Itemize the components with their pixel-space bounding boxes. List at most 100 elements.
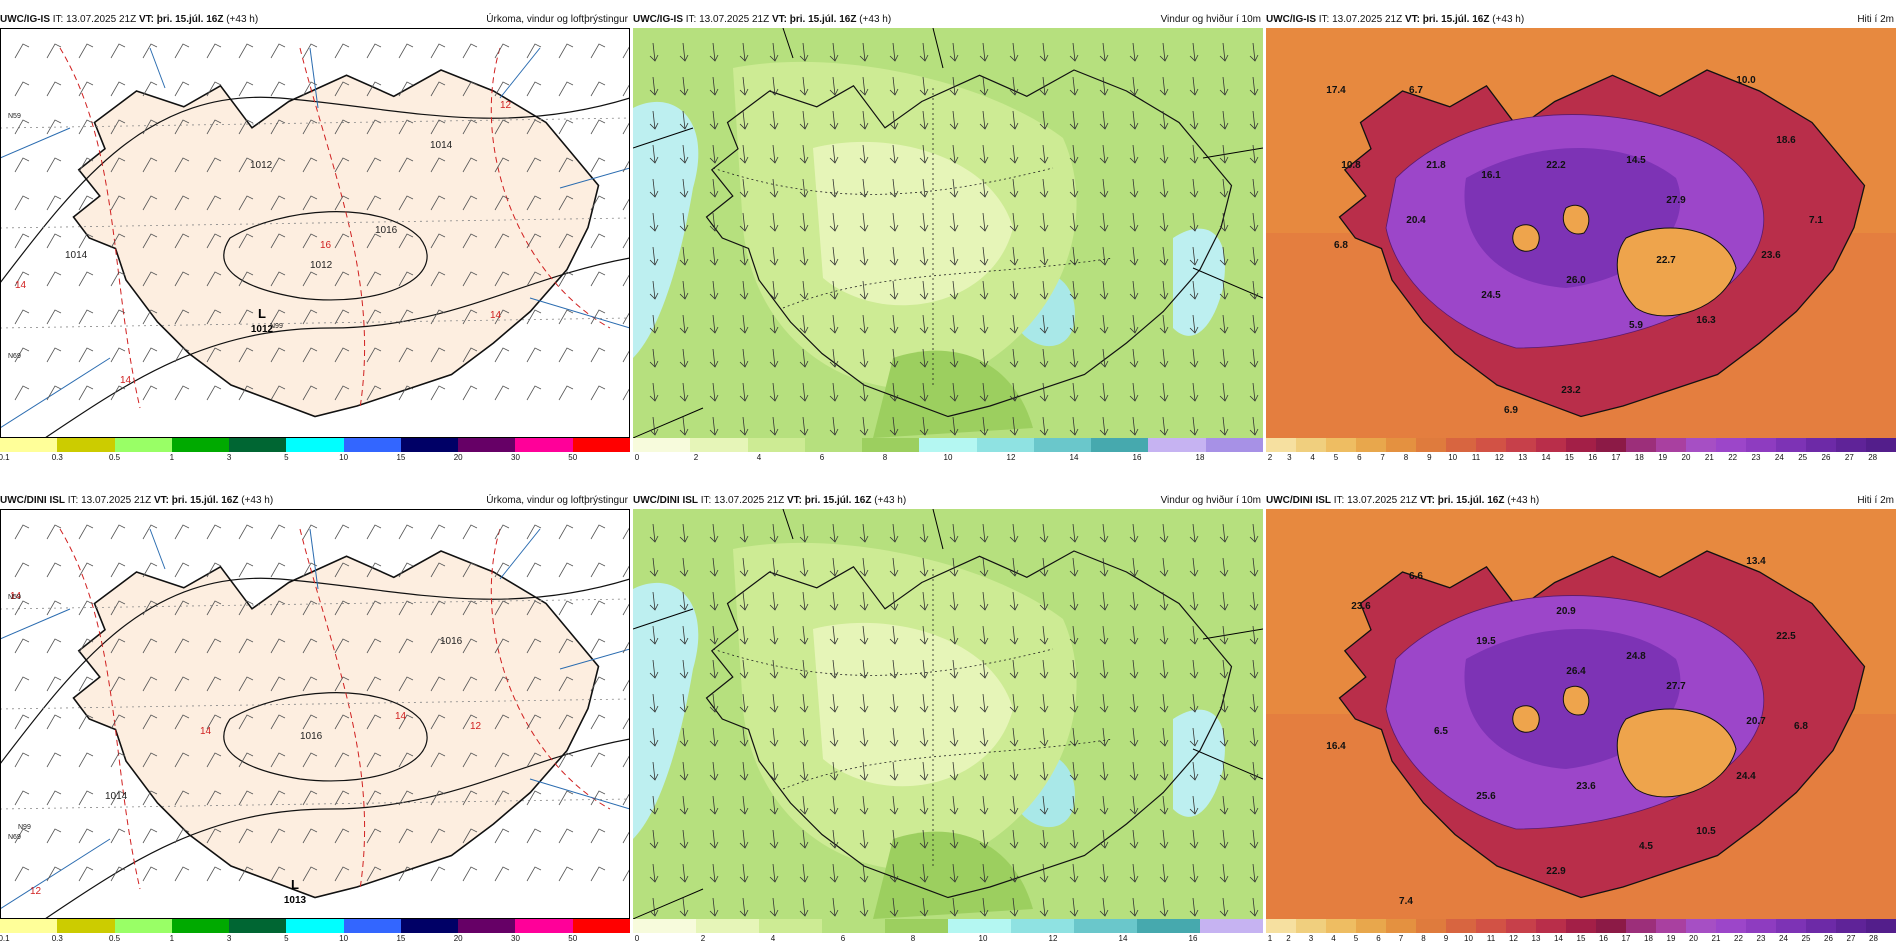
- low-pressure-value: 1012: [251, 324, 274, 335]
- wind-arrow: [1249, 795, 1259, 815]
- wind-barb: [334, 157, 350, 173]
- colorbar-tick-label: 0.3: [51, 934, 63, 943]
- wind-arrow: [949, 246, 959, 266]
- wind-barb: [270, 752, 286, 768]
- colorbar-swatch: [747, 438, 805, 452]
- temperature-label: 13.4: [1746, 556, 1766, 567]
- colorbar-tick-label: 10: [339, 934, 349, 943]
- graticule-label: N69: [8, 353, 21, 360]
- wind-arrow: [1129, 523, 1139, 543]
- wind-arrow: [979, 246, 989, 266]
- temperature-label: 16: [320, 240, 332, 251]
- wind-barb: [462, 385, 478, 401]
- colorbar-tick-label: 15: [1564, 453, 1574, 462]
- wind-arrow: [919, 897, 929, 917]
- wind-arrow: [739, 416, 749, 436]
- wind-barb: [46, 157, 62, 173]
- wind-barb: [622, 158, 630, 173]
- wind-barb: [334, 790, 350, 806]
- wind-arrow: [1159, 246, 1169, 266]
- colorbar-swatch: [822, 919, 885, 933]
- wind-arrow: [949, 863, 959, 883]
- wind-arrow: [1069, 523, 1079, 543]
- wind-barb: [238, 524, 254, 540]
- wind-barb: [206, 600, 222, 616]
- wind-barb: [526, 385, 542, 401]
- wind-arrow: [769, 659, 779, 679]
- wind-arrow: [829, 144, 839, 164]
- wind-arrow: [1069, 314, 1079, 334]
- model-name: UWC/DINI ISL: [633, 495, 698, 506]
- colorbar-tick-label: 1: [169, 934, 175, 943]
- colorbar-tick-label: 23: [1756, 934, 1766, 943]
- isobar-label: 1014: [430, 140, 453, 151]
- wind-arrow: [1129, 693, 1139, 713]
- wind-arrow: [1219, 591, 1229, 611]
- wind-arrow: [1069, 382, 1079, 402]
- init-time: IT: 13.07.2025 21Z: [1333, 495, 1420, 506]
- wind-barb: [78, 119, 94, 135]
- graticule-line: [782, 28, 794, 59]
- graticule-line: [633, 127, 694, 149]
- wind-arrow: [769, 625, 779, 645]
- graticule-line: [1192, 267, 1263, 299]
- wind-barb: [622, 196, 630, 211]
- wind-barb: [238, 676, 254, 692]
- wind-barb: [334, 866, 350, 882]
- colorbar-swatch: [1566, 438, 1596, 452]
- wind-barb: [14, 309, 30, 325]
- wind-barb: [366, 157, 382, 173]
- colorbar-tick-label: 28: [1868, 453, 1878, 462]
- wind-arrow: [1249, 863, 1259, 883]
- colorbar-swatch: [1656, 919, 1686, 933]
- wind-arrow: [1129, 42, 1139, 62]
- wind-barb: [590, 157, 606, 173]
- wind-arrow: [649, 178, 659, 198]
- wind-arrow: [709, 246, 719, 266]
- wind-barb: [206, 43, 222, 59]
- wind-arrow: [769, 523, 779, 543]
- wind-arrow: [1099, 416, 1109, 436]
- wind-arrow: [739, 659, 749, 679]
- colorbar-swatch: [1626, 919, 1656, 933]
- colorbar-tick-label: 13: [1531, 934, 1541, 943]
- wind-arrow: [919, 416, 929, 436]
- wind-barb: [366, 714, 382, 730]
- wind-barb: [110, 43, 126, 59]
- wind-arrow: [1069, 348, 1079, 368]
- wind-arrow: [1129, 76, 1139, 96]
- colorbar-tick-label: 4: [1331, 934, 1336, 943]
- colorbar-tick-label: 50: [568, 934, 578, 943]
- wind-barb: [142, 752, 158, 768]
- wind-arrow: [679, 829, 689, 849]
- wind-barb: [430, 157, 446, 173]
- temperature-label: 12: [30, 886, 42, 897]
- wind-barb: [494, 790, 510, 806]
- wind-barb: [590, 43, 606, 59]
- wind-arrow: [859, 246, 869, 266]
- wind-arrow: [1189, 144, 1199, 164]
- wind-arrow: [709, 761, 719, 781]
- wind-arrow: [1069, 144, 1079, 164]
- wind-arrow: [949, 829, 959, 849]
- wind-barb: [526, 43, 542, 59]
- low-pressure-value: 1013: [284, 895, 307, 906]
- wind-barb: [334, 43, 350, 59]
- colorbar-tick-label: 25: [1798, 453, 1808, 462]
- wind-arrow: [1219, 110, 1229, 130]
- wind-arrow: [679, 110, 689, 130]
- model-name: UWC/DINI ISL: [0, 495, 65, 506]
- wind-arrow: [889, 314, 899, 334]
- wind-arrow: [709, 314, 719, 334]
- wind-barb: [142, 233, 158, 249]
- wind-arrow: [709, 212, 719, 232]
- wind-arrow: [649, 795, 659, 815]
- temperature-label: 10.8: [1341, 160, 1361, 171]
- wind-arrow: [1069, 863, 1079, 883]
- wind-arrow: [889, 382, 899, 402]
- colorbar-swatch: [229, 919, 287, 933]
- wind-barb: [110, 81, 126, 97]
- wind-barb: [270, 638, 286, 654]
- wind-arrow: [1099, 727, 1109, 747]
- wind-arrow: [649, 659, 659, 679]
